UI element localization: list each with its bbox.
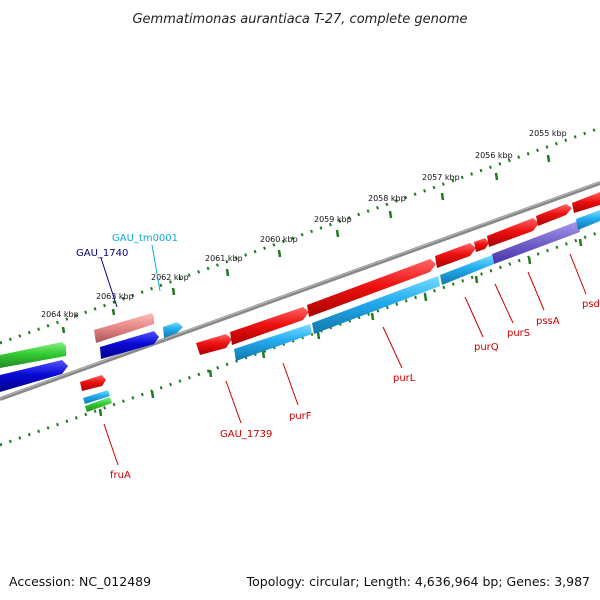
kbp-label: 2064 kbp (41, 310, 79, 319)
leader-psd (569, 253, 587, 295)
gene-feature-purq[interactable] (435, 243, 476, 268)
gene-labels: GAU_tm0001 GAU_1740 fruA GAU_1739 purF p… (76, 233, 600, 481)
lower-tick-ring (0, 230, 600, 447)
gene-feature-gau-1740[interactable] (100, 331, 159, 359)
leader-pssa (527, 271, 545, 311)
leader-gau-1739 (225, 380, 242, 424)
gene-feature-psd[interactable] (572, 192, 600, 213)
gene-feature-pink[interactable] (94, 313, 154, 343)
forward-strand-features (0, 192, 600, 368)
gene-feature-purple[interactable] (492, 221, 580, 264)
gene-feature-red[interactable] (536, 204, 572, 226)
kbp-label: 2063 kbp (96, 292, 134, 301)
leader-frua (103, 423, 119, 466)
gene-label-leaders (100, 244, 587, 466)
upper-tick-ring (0, 126, 600, 345)
leader-purq (464, 296, 484, 338)
kbp-label: 2059 kbp (314, 215, 352, 224)
upper-major-ticks (61, 154, 551, 334)
gene-label-gau-1739[interactable]: GAU_1739 (220, 429, 272, 440)
gene-feature-pssa[interactable] (487, 218, 539, 247)
map-title: Gemmatimonas aurantiaca T-27, complete g… (132, 12, 467, 27)
gene-feature-cyan[interactable] (234, 324, 312, 361)
gene-feature-gau-tm0001[interactable] (163, 322, 183, 338)
kbp-label: 2056 kbp (475, 151, 513, 160)
gene-feature-green[interactable] (85, 397, 112, 412)
gene-feature-cyan[interactable] (83, 390, 110, 404)
kbp-labels: 2064 kbp 2063 kbp 2062 kbp 2061 kbp 2060… (41, 129, 567, 319)
gene-feature-green[interactable] (0, 342, 66, 368)
gene-label-purs[interactable]: purS (507, 328, 530, 339)
gene-label-purl[interactable]: purL (393, 373, 416, 384)
lower-major-ticks (98, 238, 583, 417)
kbp-label: 2062 kbp (151, 273, 189, 282)
kbp-label: 2061 kbp (205, 254, 243, 263)
genome-backbone-highlight (0, 181, 600, 399)
gene-label-purf[interactable]: purF (289, 411, 312, 422)
gene-label-gau-tm0001[interactable]: GAU_tm0001 (112, 233, 178, 244)
gene-feature-purf[interactable] (230, 307, 309, 345)
gene-feature-purl[interactable] (307, 259, 436, 317)
fruA-features (80, 375, 112, 412)
gene-feature-blue[interactable] (0, 360, 68, 392)
gene-feature-frua[interactable] (80, 375, 106, 391)
leader-purl (382, 326, 403, 369)
genome-backbone (0, 181, 600, 401)
gene-label-frua[interactable]: fruA (110, 470, 131, 481)
kbp-label: 2060 kbp (260, 235, 298, 244)
accession-text: Accession: NC_012489 (9, 574, 152, 589)
gene-feature-cyan[interactable] (312, 276, 440, 334)
leader-purf (282, 362, 299, 406)
gene-label-psd[interactable]: psd (582, 299, 600, 310)
leader-gau-tm0001 (151, 244, 161, 292)
reverse-strand-features (0, 210, 600, 392)
gene-feature-gau-1739[interactable] (196, 334, 232, 355)
leader-purs (494, 283, 514, 324)
kbp-label: 2057 kbp (422, 173, 460, 182)
gene-label-purq[interactable]: purQ (474, 342, 499, 353)
leader-gau-1740 (100, 257, 118, 308)
gene-feature-cyan[interactable] (440, 255, 494, 285)
gene-label-pssa[interactable]: pssA (536, 316, 560, 327)
topology-text: Topology: circular; Length: 4,636,964 bp… (246, 574, 590, 589)
kbp-label: 2058 kbp (368, 194, 406, 203)
gene-label-gau-1740[interactable]: GAU_1740 (76, 248, 128, 259)
gene-feature-cyan[interactable] (576, 210, 600, 230)
kbp-label: 2055 kbp (529, 129, 567, 138)
gene-feature-purs[interactable] (474, 238, 489, 252)
